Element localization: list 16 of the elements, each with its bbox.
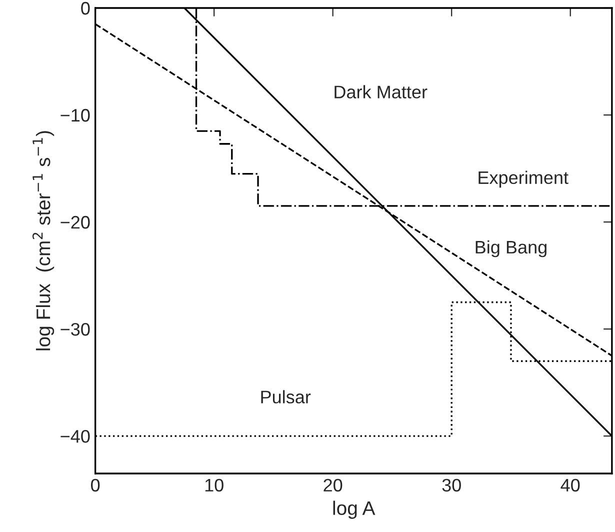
x-tick-label: 40 [560, 478, 580, 492]
y-axis-title: log Flux (cm$^{2}$ ster$^{−1}$ s$^{−1}$) [32, 131, 54, 350]
y-tick-label: −10 [60, 108, 90, 122]
x-tick-label: 30 [442, 478, 461, 492]
y-tick-label: −40 [60, 430, 90, 443]
y-tick-label: −20 [60, 216, 90, 229]
text: Dark Matter [334, 85, 428, 98]
x-tick-label: 20 [324, 478, 342, 492]
series-label: Pulsar [261, 390, 311, 404]
series-label: Big Bang [476, 240, 546, 258]
y-tick-label: −30 [60, 322, 90, 336]
y-tick-label: 0 [81, 2, 90, 15]
x-tick-label: 0 [91, 478, 100, 492]
x-tick-label: 10 [205, 478, 224, 492]
series-label: Experiment [478, 170, 568, 188]
x-axis-title: log A [333, 500, 376, 519]
